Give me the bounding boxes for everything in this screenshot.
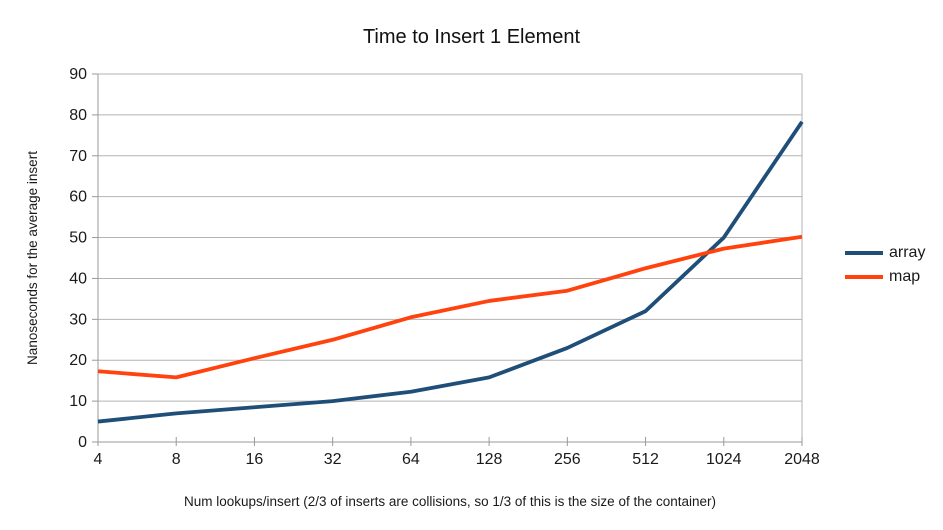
y-tick-label: 40 <box>69 270 87 287</box>
y-tick-label: 90 <box>69 66 87 83</box>
y-tick-label: 60 <box>69 189 87 206</box>
chart-title: Time to Insert 1 Element <box>362 26 581 48</box>
x-tick-label: 128 <box>476 451 503 468</box>
y-tick-label: 80 <box>69 107 87 124</box>
y-tick-label: 70 <box>69 148 87 165</box>
y-tick-label: 0 <box>78 434 87 451</box>
legend-label: map <box>889 268 921 285</box>
x-tick-label: 8 <box>172 451 181 468</box>
series-line-map <box>97 234 803 380</box>
x-tick-label: 16 <box>246 451 264 468</box>
x-tick-label: 1024 <box>706 451 742 468</box>
x-tick-label: 2048 <box>784 451 820 468</box>
x-tick-label: 512 <box>632 451 659 468</box>
legend-item: array <box>845 243 925 263</box>
legend: array map <box>845 243 925 291</box>
x-tick-label: 64 <box>402 451 420 468</box>
legend-swatch-line <box>845 251 883 255</box>
legend-item: map <box>845 267 925 287</box>
x-tick-label: 256 <box>554 451 581 468</box>
x-tick-label: 32 <box>324 451 342 468</box>
y-tick-label: 20 <box>69 352 87 369</box>
x-axis-title: Num lookups/insert (2/3 of inserts are c… <box>184 494 716 509</box>
y-tick-label: 30 <box>69 311 87 328</box>
legend-label: array <box>889 244 926 261</box>
y-tick-label: 10 <box>69 393 87 410</box>
legend-swatch-line <box>845 275 883 279</box>
series-line-array <box>97 120 804 424</box>
y-tick-label: 50 <box>69 230 87 247</box>
x-tick-label: 4 <box>94 451 103 468</box>
y-axis-title: Nanoseconds for the average insert <box>25 151 40 365</box>
